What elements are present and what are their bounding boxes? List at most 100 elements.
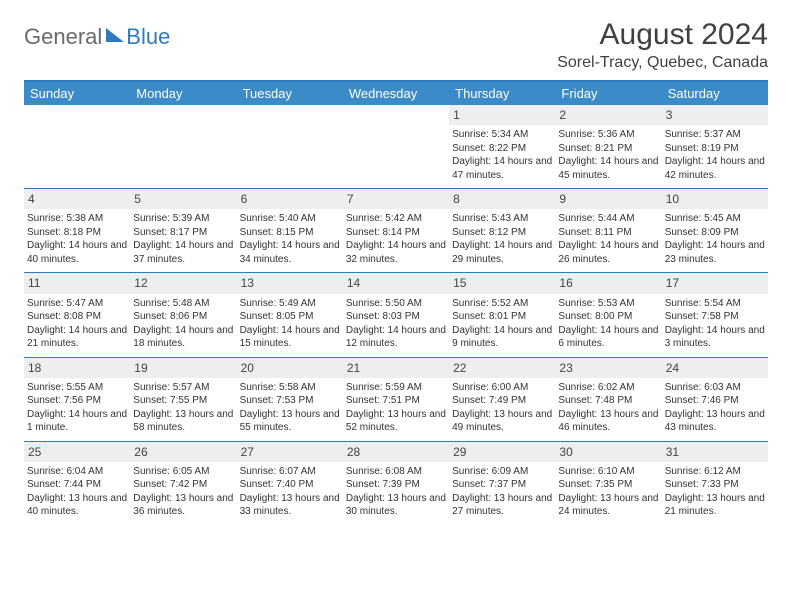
dow-friday: Friday	[555, 82, 661, 105]
sunrise-line: Sunrise: 5:50 AM	[346, 297, 446, 311]
day-number: 27	[237, 442, 343, 462]
sunrise-line: Sunrise: 5:58 AM	[240, 381, 340, 395]
sunset-line: Sunset: 7:53 PM	[240, 394, 340, 408]
sunset-line: Sunset: 8:14 PM	[346, 226, 446, 240]
day-cell: 16Sunrise: 5:53 AMSunset: 8:00 PMDayligh…	[555, 273, 661, 356]
day-number: 3	[662, 105, 768, 125]
day-cell: 9Sunrise: 5:44 AMSunset: 8:11 PMDaylight…	[555, 189, 661, 272]
day-number: 8	[449, 189, 555, 209]
daylight-line: Daylight: 14 hours and 15 minutes.	[240, 324, 340, 351]
day-number: 30	[555, 442, 661, 462]
sunset-line: Sunset: 8:19 PM	[665, 142, 765, 156]
day-number: 2	[555, 105, 661, 125]
sunset-line: Sunset: 8:22 PM	[452, 142, 552, 156]
daylight-line: Daylight: 14 hours and 40 minutes.	[27, 239, 127, 266]
day-cell: 3Sunrise: 5:37 AMSunset: 8:19 PMDaylight…	[662, 105, 768, 188]
day-number: 12	[130, 273, 236, 293]
sunset-line: Sunset: 8:03 PM	[346, 310, 446, 324]
sunrise-line: Sunrise: 6:02 AM	[558, 381, 658, 395]
day-number: 25	[24, 442, 130, 462]
day-cell: x	[237, 105, 343, 188]
daylight-line: Daylight: 13 hours and 46 minutes.	[558, 408, 658, 435]
sunset-line: Sunset: 7:48 PM	[558, 394, 658, 408]
sunset-line: Sunset: 8:05 PM	[240, 310, 340, 324]
sunrise-line: Sunrise: 5:39 AM	[133, 212, 233, 226]
day-number: 7	[343, 189, 449, 209]
day-number: 10	[662, 189, 768, 209]
daylight-line: Daylight: 14 hours and 21 minutes.	[27, 324, 127, 351]
day-cell: x	[130, 105, 236, 188]
sunset-line: Sunset: 8:21 PM	[558, 142, 658, 156]
day-number: 26	[130, 442, 236, 462]
daylight-line: Daylight: 14 hours and 12 minutes.	[346, 324, 446, 351]
sunset-line: Sunset: 8:15 PM	[240, 226, 340, 240]
day-number: 16	[555, 273, 661, 293]
dow-saturday: Saturday	[662, 82, 768, 105]
week-row: xxxx1Sunrise: 5:34 AMSunset: 8:22 PMDayl…	[24, 105, 768, 188]
day-cell: 7 Sunrise: 5:42 AMSunset: 8:14 PMDaylight…	[343, 189, 449, 272]
day-cell: 29Sunrise: 6:09 AMSunset: 7:37 PMDayligh…	[449, 442, 555, 525]
day-cell: 10Sunrise: 5:45 AMSunset: 8:09 PMDayligh…	[662, 189, 768, 272]
sunrise-line: Sunrise: 5:34 AM	[452, 128, 552, 142]
daylight-line: Daylight: 14 hours and 9 minutes.	[452, 324, 552, 351]
sunrise-line: Sunrise: 6:04 AM	[27, 465, 127, 479]
sunset-line: Sunset: 8:06 PM	[133, 310, 233, 324]
day-cell: 24Sunrise: 6:03 AMSunset: 7:46 PMDayligh…	[662, 358, 768, 441]
week-row: 11Sunrise: 5:47 AMSunset: 8:08 PMDayligh…	[24, 273, 768, 356]
sunset-line: Sunset: 7:51 PM	[346, 394, 446, 408]
day-number: 11	[24, 273, 130, 293]
day-cell: x	[343, 105, 449, 188]
sunset-line: Sunset: 7:37 PM	[452, 478, 552, 492]
day-cell: 6Sunrise: 5:40 AMSunset: 8:15 PMDaylight…	[237, 189, 343, 272]
sunrise-line: Sunrise: 5:53 AM	[558, 297, 658, 311]
day-number: 13	[237, 273, 343, 293]
sunrise-line: Sunrise: 6:07 AM	[240, 465, 340, 479]
sunset-line: Sunset: 7:58 PM	[665, 310, 765, 324]
day-cell: 1Sunrise: 5:34 AMSunset: 8:22 PMDaylight…	[449, 105, 555, 188]
sunset-line: Sunset: 7:55 PM	[133, 394, 233, 408]
dow-thursday: Thursday	[449, 82, 555, 105]
sunset-line: Sunset: 7:33 PM	[665, 478, 765, 492]
week-row: 25Sunrise: 6:04 AMSunset: 7:44 PMDayligh…	[24, 442, 768, 525]
sunset-line: Sunset: 8:18 PM	[27, 226, 127, 240]
daylight-line: Daylight: 13 hours and 33 minutes.	[240, 492, 340, 519]
header: General Blue August 2024 Sorel-Tracy, Qu…	[24, 18, 768, 72]
day-cell: 17Sunrise: 5:54 AMSunset: 7:58 PMDayligh…	[662, 273, 768, 356]
daylight-line: Daylight: 14 hours and 42 minutes.	[665, 155, 765, 182]
day-cell: 12Sunrise: 5:48 AMSunset: 8:06 PMDayligh…	[130, 273, 236, 356]
day-number: 28	[343, 442, 449, 462]
sunrise-line: Sunrise: 5:45 AM	[665, 212, 765, 226]
daylight-line: Daylight: 13 hours and 30 minutes.	[346, 492, 446, 519]
day-cell: 22Sunrise: 6:00 AMSunset: 7:49 PMDayligh…	[449, 358, 555, 441]
sunrise-line: Sunrise: 5:42 AM	[346, 212, 446, 226]
daylight-line: Daylight: 14 hours and 32 minutes.	[346, 239, 446, 266]
day-number: 19	[130, 358, 236, 378]
day-cell: 28Sunrise: 6:08 AMSunset: 7:39 PMDayligh…	[343, 442, 449, 525]
day-cell: 25Sunrise: 6:04 AMSunset: 7:44 PMDayligh…	[24, 442, 130, 525]
sunrise-line: Sunrise: 5:40 AM	[240, 212, 340, 226]
daylight-line: Daylight: 14 hours and 26 minutes.	[558, 239, 658, 266]
day-cell: x	[24, 105, 130, 188]
sunrise-line: Sunrise: 5:59 AM	[346, 381, 446, 395]
sunrise-line: Sunrise: 6:08 AM	[346, 465, 446, 479]
week-row: 4Sunrise: 5:38 AMSunset: 8:18 PMDaylight…	[24, 189, 768, 272]
sunrise-line: Sunrise: 6:12 AM	[665, 465, 765, 479]
sunset-line: Sunset: 8:00 PM	[558, 310, 658, 324]
sunrise-line: Sunrise: 5:52 AM	[452, 297, 552, 311]
calendar-page: General Blue August 2024 Sorel-Tracy, Qu…	[0, 0, 792, 537]
sunset-line: Sunset: 8:01 PM	[452, 310, 552, 324]
calendar-grid: Sunday Monday Tuesday Wednesday Thursday…	[24, 80, 768, 525]
day-number: 15	[449, 273, 555, 293]
weeks-container: xxxx1Sunrise: 5:34 AMSunset: 8:22 PMDayl…	[24, 105, 768, 525]
daylight-line: Daylight: 14 hours and 18 minutes.	[133, 324, 233, 351]
daylight-line: Daylight: 14 hours and 3 minutes.	[665, 324, 765, 351]
sunrise-line: Sunrise: 6:05 AM	[133, 465, 233, 479]
day-of-week-header: Sunday Monday Tuesday Wednesday Thursday…	[24, 82, 768, 105]
daylight-line: Daylight: 14 hours and 37 minutes.	[133, 239, 233, 266]
daylight-line: Daylight: 13 hours and 27 minutes.	[452, 492, 552, 519]
sunset-line: Sunset: 7:49 PM	[452, 394, 552, 408]
sunrise-line: Sunrise: 6:09 AM	[452, 465, 552, 479]
daylight-line: Daylight: 13 hours and 43 minutes.	[665, 408, 765, 435]
day-cell: 21Sunrise: 5:59 AMSunset: 7:51 PMDayligh…	[343, 358, 449, 441]
day-number: 24	[662, 358, 768, 378]
